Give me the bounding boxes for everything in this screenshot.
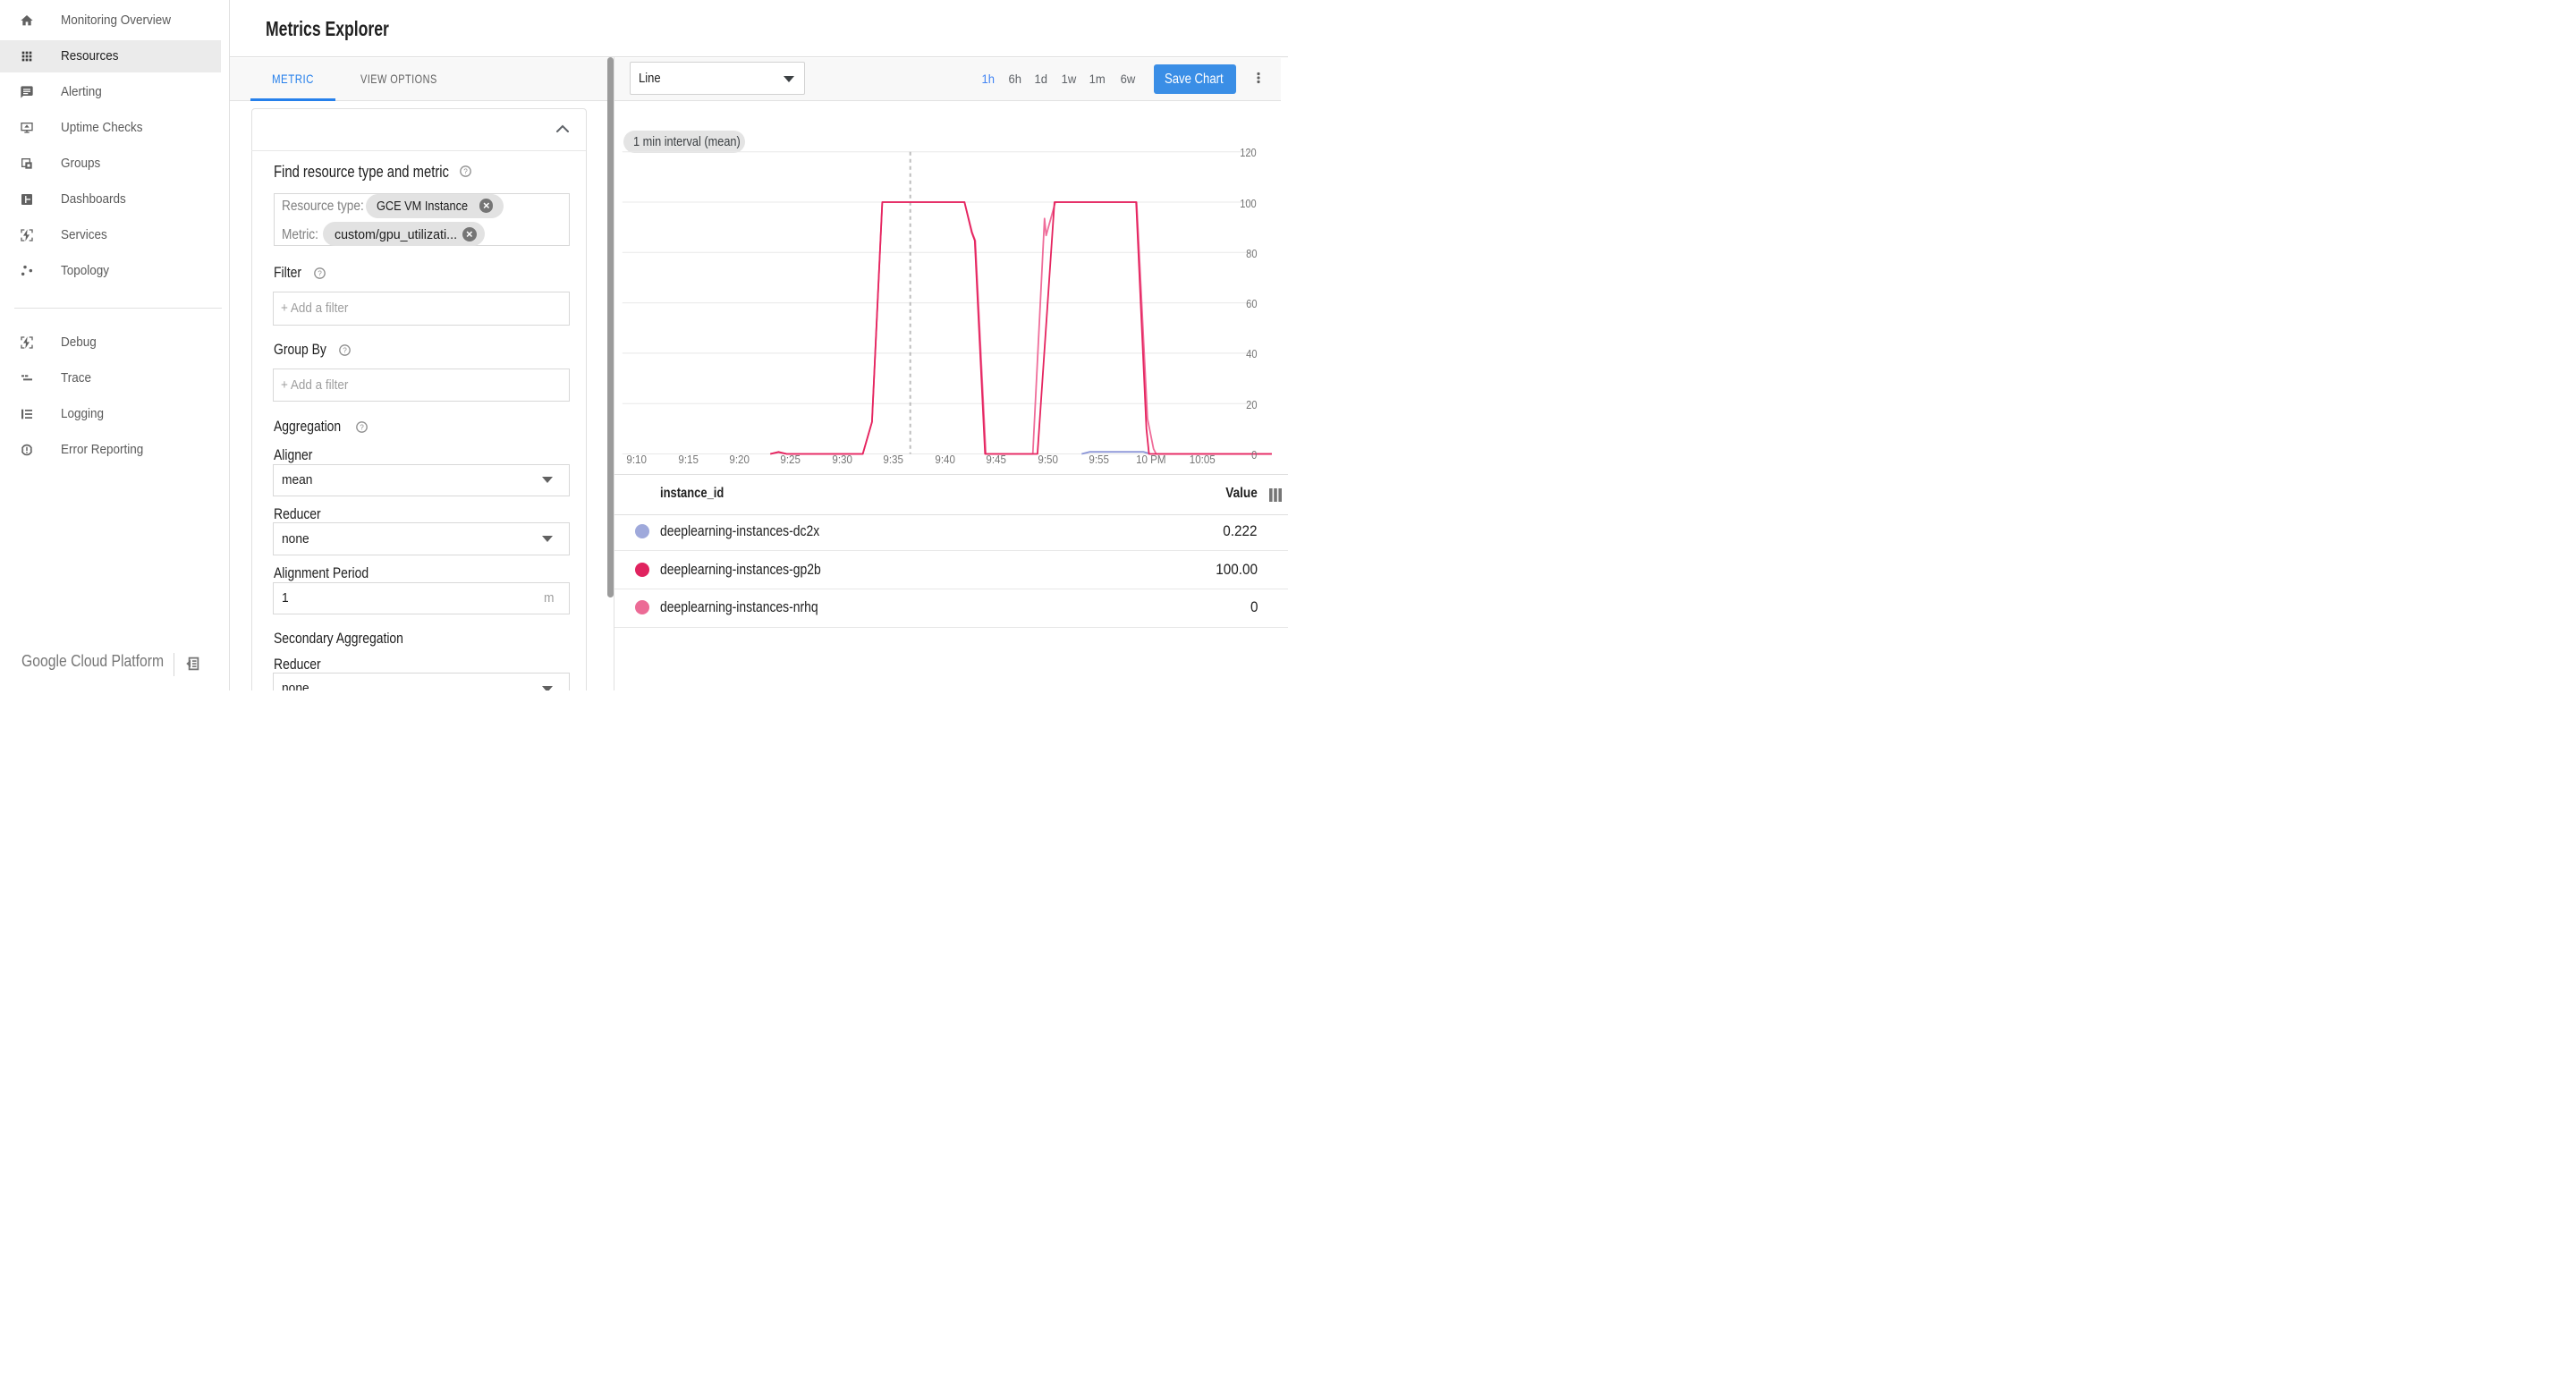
svg-text:?: ? (318, 269, 322, 277)
svg-text:?: ? (343, 346, 347, 354)
svg-text:?: ? (360, 423, 364, 431)
svg-text:?: ? (463, 167, 468, 175)
